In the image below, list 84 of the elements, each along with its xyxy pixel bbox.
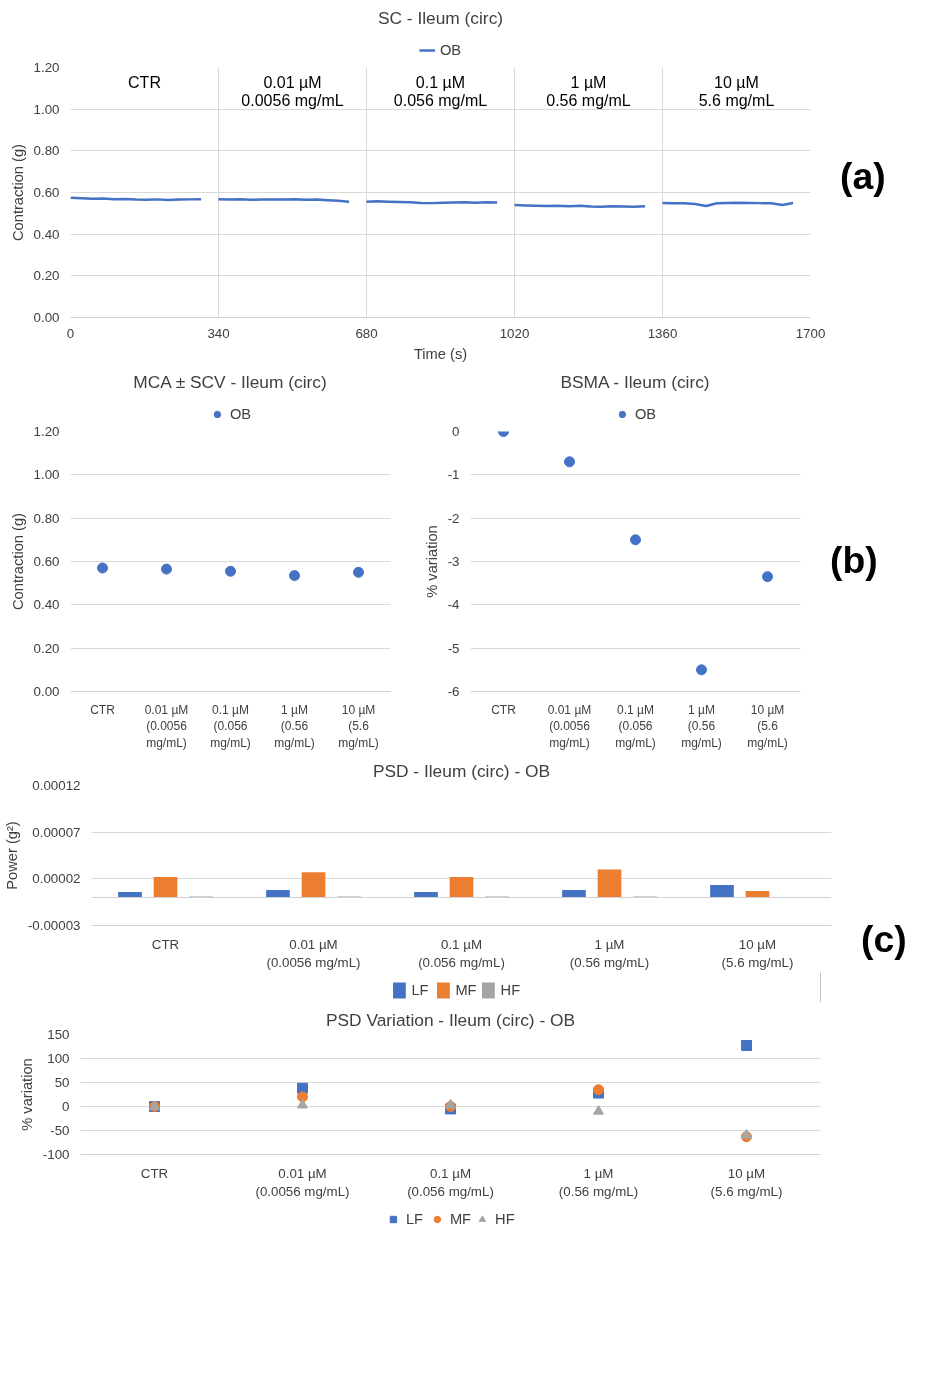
y-tick-label: 0 (452, 424, 460, 439)
y-tick-label: 50 (54, 1075, 70, 1090)
text: (b) (830, 538, 878, 583)
x-tick-label: 1 µM (0.56 mg/mL) (274, 702, 315, 751)
legend-label: OB (439, 42, 462, 58)
x-tick-label: CTR (140, 1165, 169, 1181)
y-tick-label: 0.20 (33, 268, 60, 284)
x-tick-label: 340 (207, 325, 230, 341)
x-tick-label: 0.1 µM (0.056 mg/mL) (407, 1165, 494, 1199)
y-axis-title: Power (g²) (3, 821, 20, 890)
legend-label: HF (500, 982, 521, 998)
chart-title: PSD - Ileum (circ) - OB (372, 760, 551, 781)
annotation: 10 µM 5.6 mg/mL (698, 73, 775, 110)
y-tick-label: -5 (447, 640, 460, 656)
x-tick-label: 0.1 µM (0.056 mg/mL) (615, 702, 656, 751)
y-tick-label: -1 (447, 467, 460, 483)
y-tick-label: -2 (447, 510, 460, 526)
x-tick-label: 1360 (647, 325, 678, 341)
y-tick-label: 0.60 (33, 185, 60, 200)
chart-title: MCA ± SCV - Ileum (circ) (133, 371, 327, 392)
x-tick-label: 0.1 µM (0.056 mg/mL) (210, 702, 251, 751)
text: (a) (840, 154, 886, 199)
x-tick-label: 0.01 µM (0.0056 mg/mL) (266, 936, 361, 970)
y-tick-label: 0.00 (33, 310, 60, 325)
y-tick-label: -50 (50, 1123, 70, 1138)
legend-label: LF (405, 1211, 424, 1227)
x-tick-label: 0.01 µM (0.0056 mg/mL) (547, 702, 592, 751)
y-tick-label: 0 (62, 1099, 70, 1114)
chart-title: SC - Ileum (circ) (377, 7, 504, 28)
y-tick-label: -6 (447, 684, 460, 699)
x-tick-label: 1 µM (0.56 mg/mL) (681, 702, 722, 751)
y-tick-label: 0.40 (33, 597, 60, 613)
y-tick-label: 1.20 (33, 424, 60, 439)
y-tick-label: 0.80 (33, 510, 60, 526)
x-tick-label: 1020 (499, 325, 530, 341)
legend-label: MF (455, 982, 477, 998)
x-tick-label: 1700 (795, 325, 826, 341)
text: (c) (861, 917, 907, 962)
x-tick-label: CTR (151, 936, 180, 952)
x-tick-label: CTR (90, 702, 116, 717)
legend-label: OB (229, 406, 252, 422)
y-tick-label: 1.00 (33, 467, 60, 483)
y-tick-label: -0.00003 (27, 918, 81, 933)
legend-label: HF (495, 1211, 516, 1227)
y-axis-title: Contraction (g) (9, 513, 26, 610)
chart-title: BSMA - Ileum (circ) (560, 371, 710, 392)
y-tick-label: -3 (447, 554, 460, 569)
y-tick-label: 150 (47, 1027, 70, 1042)
y-tick-label: -100 (42, 1147, 70, 1162)
y-tick-label: 0.00012 (32, 778, 81, 793)
legend-label: OB (634, 406, 657, 422)
annotation: CTR (128, 73, 161, 91)
x-tick-label: 0.1 µM (0.056 mg/mL) (418, 936, 505, 970)
chart-title: PSD Variation - Ileum (circ) - OB (325, 1009, 576, 1030)
x-tick-label: 10 µM (5.6 mg/mL) (710, 1165, 783, 1199)
annotation: 1 µM 0.56 mg/mL (546, 73, 631, 110)
y-tick-label: 1.00 (33, 101, 60, 117)
x-tick-label: 1 µM (0.56 mg/mL) (569, 936, 650, 970)
x-tick-label: CTR (491, 702, 517, 717)
legend-label: LF (411, 982, 430, 998)
x-tick-label: 0.01 µM (0.0056 mg/mL) (144, 702, 189, 751)
annotation: 0.01 µM 0.0056 mg/mL (241, 73, 344, 110)
y-axis-title: % variation (18, 1058, 35, 1131)
x-tick-label: 0.01 µM (0.0056 mg/mL) (255, 1165, 350, 1199)
x-tick-label: 10 µM (5.6 mg/mL) (747, 702, 788, 751)
x-tick-label: 10 µM (5.6 mg/mL) (721, 936, 794, 970)
y-tick-label: 100 (47, 1051, 70, 1066)
y-tick-label: 0.40 (33, 226, 60, 242)
y-tick-label: 0.20 (33, 640, 60, 656)
x-tick-label: 680 (355, 325, 378, 341)
y-tick-label: 0.80 (33, 143, 60, 159)
x-tick-label: 1 µM (0.56 mg/mL) (558, 1165, 639, 1199)
y-tick-label: -4 (447, 597, 461, 613)
annotation: 0.1 µM 0.056 mg/mL (393, 73, 488, 110)
x-axis-title: Time (s) (413, 345, 468, 362)
y-axis-title: Contraction (g) (9, 144, 26, 241)
y-tick-label: 0.00002 (32, 871, 81, 887)
x-tick-label: 10 µM (5.6 mg/mL) (338, 702, 379, 751)
y-tick-label: 1.20 (33, 60, 60, 75)
y-tick-label: 0.00 (33, 684, 60, 699)
y-tick-label: 0.60 (33, 554, 60, 569)
y-axis-title: % variation (423, 525, 440, 598)
y-tick-label: 0.00007 (32, 824, 81, 840)
legend-label: MF (449, 1211, 472, 1227)
